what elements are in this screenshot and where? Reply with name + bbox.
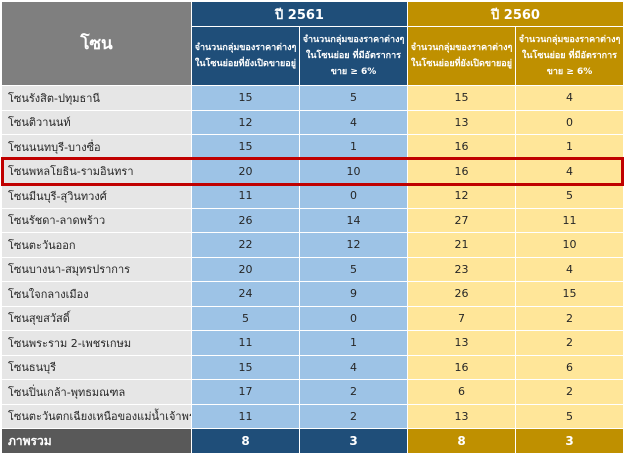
zone-name-cell: โซนธนบุรี — [1, 354, 192, 380]
year-2560-header: ปี 2560 — [407, 1, 624, 27]
value-2561-open-cell: 15 — [191, 85, 300, 111]
value-2561-open-cell: 24 — [191, 281, 300, 307]
value-2560-rate-cell: 4 — [515, 85, 624, 111]
value-2560-rate-cell: 15 — [515, 281, 624, 307]
value-2560-open-cell: 12 — [407, 183, 516, 209]
value-2560-rate-cell: 11 — [515, 207, 624, 233]
value-2561-rate-cell: 5 — [299, 85, 408, 111]
table-row: โซนบางนา-สมุทรปราการ 20 5 23 4 — [1, 256, 624, 282]
table-row: โซนติวานนท์ 12 4 13 0 — [1, 109, 624, 135]
zone-name-cell: โซนตะวันตกเฉียงเหนือของแม่น้ำเจ้าพระยา — [1, 403, 192, 429]
value-2561-open-cell: 11 — [191, 403, 300, 429]
value-2561-rate-cell: 4 — [299, 109, 408, 135]
value-2561-rate-cell: 1 — [299, 134, 408, 160]
value-2561-rate-cell: 5 — [299, 256, 408, 282]
value-2561-open-cell: 11 — [191, 183, 300, 209]
value-2561-open-cell: 17 — [191, 379, 300, 405]
col-2561-open-header: จำนวนกลุ่มของราคาต่างๆในโซนย่อยที่ยังเปิ… — [191, 26, 300, 86]
total-2560-rate: 3 — [515, 428, 624, 454]
total-2561-rate: 3 — [299, 428, 408, 454]
table-row: โซนตะวันออก 22 12 21 10 — [1, 232, 624, 258]
total-2560-open: 8 — [407, 428, 516, 454]
value-2561-open-cell: 20 — [191, 256, 300, 282]
value-2560-rate-cell: 2 — [515, 379, 624, 405]
total-row: ภาพรวม 8 3 8 3 — [1, 428, 624, 454]
value-2560-open-cell: 23 — [407, 256, 516, 282]
zone-name-cell: โซนพหลโยธิน-รามอินทรา — [1, 158, 192, 184]
value-2560-rate-cell: 2 — [515, 305, 624, 331]
value-2560-open-cell: 13 — [407, 109, 516, 135]
value-2560-open-cell: 7 — [407, 305, 516, 331]
value-2561-rate-cell: 9 — [299, 281, 408, 307]
zone-name-cell: โซนตะวันออก — [1, 232, 192, 258]
value-2560-open-cell: 16 — [407, 354, 516, 380]
value-2561-rate-cell: 10 — [299, 158, 408, 184]
table-row: โซนรังสิต-ปทุมธานี 15 5 15 4 — [1, 85, 624, 111]
zone-name-cell: โซนนนทบุรี-บางซื่อ — [1, 134, 192, 160]
zone-name-cell: โซนมีนบุรี-สุวินทวงศ์ — [1, 183, 192, 209]
zone-name-cell: โซนปิ่นเกล้า-พุทธมณฑล — [1, 379, 192, 405]
table-row: โซนพหลโยธิน-รามอินทรา 20 10 16 4 — [1, 158, 624, 184]
table-row: โซนสุขสวัสดิ์ 5 0 7 2 — [1, 305, 624, 331]
table-row: โซนพระราม 2-เพชรเกษม 11 1 13 2 — [1, 330, 624, 356]
value-2560-rate-cell: 6 — [515, 354, 624, 380]
value-2560-open-cell: 26 — [407, 281, 516, 307]
zone-name-cell: โซนบางนา-สมุทรปราการ — [1, 256, 192, 282]
value-2560-rate-cell: 5 — [515, 183, 624, 209]
value-2560-open-cell: 6 — [407, 379, 516, 405]
table-row: โซนธนบุรี 15 4 16 6 — [1, 354, 624, 380]
value-2561-rate-cell: 12 — [299, 232, 408, 258]
table-row: โซนตะวันตกเฉียงเหนือของแม่น้ำเจ้าพระยา11… — [1, 403, 624, 429]
value-2561-open-cell: 15 — [191, 134, 300, 160]
total-2561-open: 8 — [191, 428, 300, 454]
value-2560-open-cell: 13 — [407, 403, 516, 429]
value-2561-rate-cell: 0 — [299, 183, 408, 209]
zone-name-cell: โซนรังสิต-ปทุมธานี — [1, 85, 192, 111]
zone-price-table: โซน ปี 2561 ปี 2560 จำนวนกลุ่มของราคาต่า… — [1, 1, 624, 454]
value-2561-open-cell: 15 — [191, 354, 300, 380]
zone-name-cell: โซนติวานนท์ — [1, 109, 192, 135]
value-2560-rate-cell: 1 — [515, 134, 624, 160]
zone-column-header: โซน — [1, 1, 192, 86]
value-2561-open-cell: 11 — [191, 330, 300, 356]
value-2560-rate-cell: 5 — [515, 403, 624, 429]
value-2560-open-cell: 27 — [407, 207, 516, 233]
value-2560-open-cell: 16 — [407, 158, 516, 184]
table-row: โซนใจกลางเมือง 24 9 26 15 — [1, 281, 624, 307]
zone-name-cell: โซนสุขสวัสดิ์ — [1, 305, 192, 331]
table-row: โซนปิ่นเกล้า-พุทธมณฑล 17 2 6 2 — [1, 379, 624, 405]
value-2561-rate-cell: 14 — [299, 207, 408, 233]
value-2561-rate-cell: 2 — [299, 403, 408, 429]
value-2560-rate-cell: 0 — [515, 109, 624, 135]
value-2560-rate-cell: 10 — [515, 232, 624, 258]
value-2560-rate-cell: 4 — [515, 256, 624, 282]
value-2560-open-cell: 13 — [407, 330, 516, 356]
total-label: ภาพรวม — [1, 428, 192, 454]
value-2561-open-cell: 26 — [191, 207, 300, 233]
zone-name-cell: โซนใจกลางเมือง — [1, 281, 192, 307]
value-2560-open-cell: 21 — [407, 232, 516, 258]
zone-name-cell: โซนพระราม 2-เพชรเกษม — [1, 330, 192, 356]
value-2560-open-cell: 15 — [407, 85, 516, 111]
table-row: โซนมีนบุรี-สุวินทวงศ์ 11 0 12 5 — [1, 183, 624, 209]
value-2561-rate-cell: 0 — [299, 305, 408, 331]
value-2560-rate-cell: 2 — [515, 330, 624, 356]
value-2561-open-cell: 12 — [191, 109, 300, 135]
value-2560-open-cell: 16 — [407, 134, 516, 160]
value-2561-rate-cell: 2 — [299, 379, 408, 405]
table-row: โซนรัชดา-ลาดพร้าว 26 14 27 11 — [1, 207, 624, 233]
value-2561-open-cell: 22 — [191, 232, 300, 258]
value-2561-rate-cell: 1 — [299, 330, 408, 356]
table-row: โซนนนทบุรี-บางซื่อ 15 1 16 1 — [1, 134, 624, 160]
col-2560-open-header: จำนวนกลุ่มของราคาต่างๆในโซนย่อยที่ยังเปิ… — [407, 26, 516, 86]
zone-name-cell: โซนรัชดา-ลาดพร้าว — [1, 207, 192, 233]
value-2561-open-cell: 5 — [191, 305, 300, 331]
value-2561-rate-cell: 4 — [299, 354, 408, 380]
col-2561-rate-header: จำนวนกลุ่มของราคาต่างๆในโซนย่อย ที่มีอัต… — [299, 26, 408, 86]
year-2561-header: ปี 2561 — [191, 1, 408, 27]
value-2560-rate-cell: 4 — [515, 158, 624, 184]
col-2560-rate-header: จำนวนกลุ่มของราคาต่างๆในโซนย่อย ที่มีอัต… — [515, 26, 624, 86]
value-2561-open-cell: 20 — [191, 158, 300, 184]
